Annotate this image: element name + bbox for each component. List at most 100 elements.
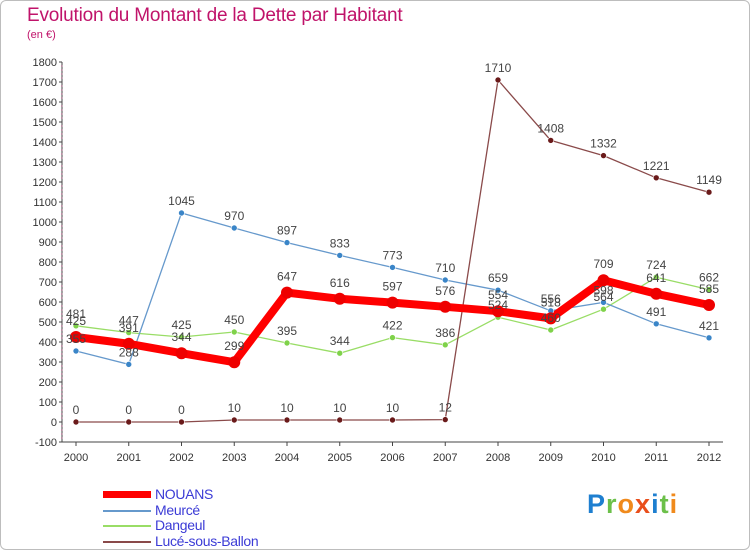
legend-label: Lucé-sous-Ballon — [155, 532, 259, 549]
data-point — [389, 416, 396, 424]
data-label: 585 — [699, 282, 719, 296]
data-point — [283, 416, 291, 424]
data-point — [72, 418, 80, 426]
data-point — [178, 418, 185, 426]
legend-label: NOUANS — [155, 486, 214, 502]
legend-swatch — [103, 525, 151, 527]
data-label: 344 — [330, 334, 350, 348]
data-label: 897 — [277, 224, 297, 238]
x-tick-label: 2002 — [169, 452, 193, 464]
data-label: 10 — [228, 401, 242, 415]
data-label: 422 — [382, 319, 402, 333]
data-point — [178, 209, 185, 217]
data-point — [494, 286, 502, 294]
logo-letter: i — [669, 489, 679, 519]
proxiti-logo: Proxiti — [587, 489, 678, 520]
data-label: 598 — [593, 283, 613, 297]
legend-swatch — [103, 491, 151, 498]
data-label: 564 — [593, 290, 613, 304]
data-label: 450 — [224, 313, 244, 327]
axes: -100010020030040050060070080090010001100… — [33, 57, 723, 464]
data-label: 1710 — [485, 61, 512, 75]
data-point — [70, 331, 82, 343]
data-label: 395 — [277, 324, 297, 338]
y-tick-label: -100 — [35, 437, 57, 449]
data-label: 1045 — [168, 194, 195, 208]
data-point — [705, 334, 713, 342]
data-label: 659 — [488, 271, 508, 285]
x-tick-label: 2007 — [433, 452, 457, 464]
legend-label: Meurcé — [155, 501, 200, 518]
data-label: 1149 — [696, 173, 722, 187]
data-label: 1221 — [643, 159, 670, 173]
data-label: 481 — [66, 307, 86, 321]
logo-letter: t — [659, 489, 670, 519]
data-label: 616 — [330, 276, 350, 290]
data-label: 10 — [280, 401, 294, 415]
data-point — [705, 188, 713, 196]
x-tick-label: 2005 — [328, 452, 352, 464]
y-tick-label: 500 — [39, 317, 57, 329]
y-tick-label: 0 — [51, 417, 57, 429]
data-point — [333, 292, 346, 305]
x-tick-label: 2011 — [644, 452, 668, 464]
legend-swatch — [103, 540, 151, 543]
data-point — [230, 416, 238, 424]
data-label: 833 — [330, 236, 350, 250]
y-tick-label: 200 — [39, 377, 57, 389]
data-point — [494, 76, 502, 84]
data-label: 10 — [386, 401, 400, 415]
y-tick-label: 1700 — [33, 77, 57, 89]
data-label: 709 — [593, 257, 613, 271]
logo-letter: i — [651, 489, 660, 519]
data-point — [492, 305, 504, 318]
data-label: 524 — [488, 298, 508, 312]
data-point — [652, 174, 660, 182]
x-tick-label: 2010 — [591, 452, 615, 464]
data-point — [122, 337, 135, 350]
data-point — [652, 320, 660, 328]
data-label: 0 — [73, 403, 80, 417]
y-tick-label: 900 — [39, 237, 57, 249]
y-tick-label: 1400 — [33, 137, 57, 149]
y-tick-label: 700 — [39, 277, 57, 289]
y-tick-label: 800 — [39, 257, 57, 269]
x-tick-label: 2009 — [539, 452, 563, 464]
logo-letter: r — [606, 489, 618, 519]
y-tick-label: 300 — [39, 357, 57, 369]
legend-swatch — [103, 509, 151, 512]
data-point — [600, 152, 607, 159]
data-label: 710 — [435, 261, 455, 275]
y-tick-label: 1300 — [33, 157, 57, 169]
data-point — [703, 299, 715, 311]
data-label: 425 — [171, 318, 191, 332]
data-label: 391 — [119, 321, 139, 335]
data-label: 355 — [66, 332, 86, 346]
data-label: 491 — [646, 305, 666, 319]
data-point — [386, 296, 399, 309]
data-label: 460 — [541, 311, 561, 325]
logo-letter: x — [635, 489, 652, 519]
data-point — [72, 322, 80, 330]
data-point — [125, 418, 133, 426]
x-tick-label: 2004 — [275, 452, 299, 464]
y-tick-label: 1100 — [33, 197, 57, 209]
x-tick-label: 2008 — [486, 452, 510, 464]
data-point — [650, 287, 663, 300]
y-tick-label: 1000 — [33, 217, 57, 229]
data-point — [336, 416, 344, 424]
data-label: 724 — [646, 258, 666, 272]
data-point — [175, 347, 188, 360]
data-point — [230, 224, 238, 232]
y-tick-label: 600 — [39, 297, 57, 309]
data-point — [544, 312, 557, 325]
data-point — [389, 334, 396, 341]
data-label: 0 — [125, 403, 132, 417]
data-point — [597, 274, 610, 287]
data-point — [547, 326, 555, 334]
data-label: 970 — [224, 209, 244, 223]
data-point — [125, 361, 133, 368]
data-label: 647 — [277, 270, 297, 284]
